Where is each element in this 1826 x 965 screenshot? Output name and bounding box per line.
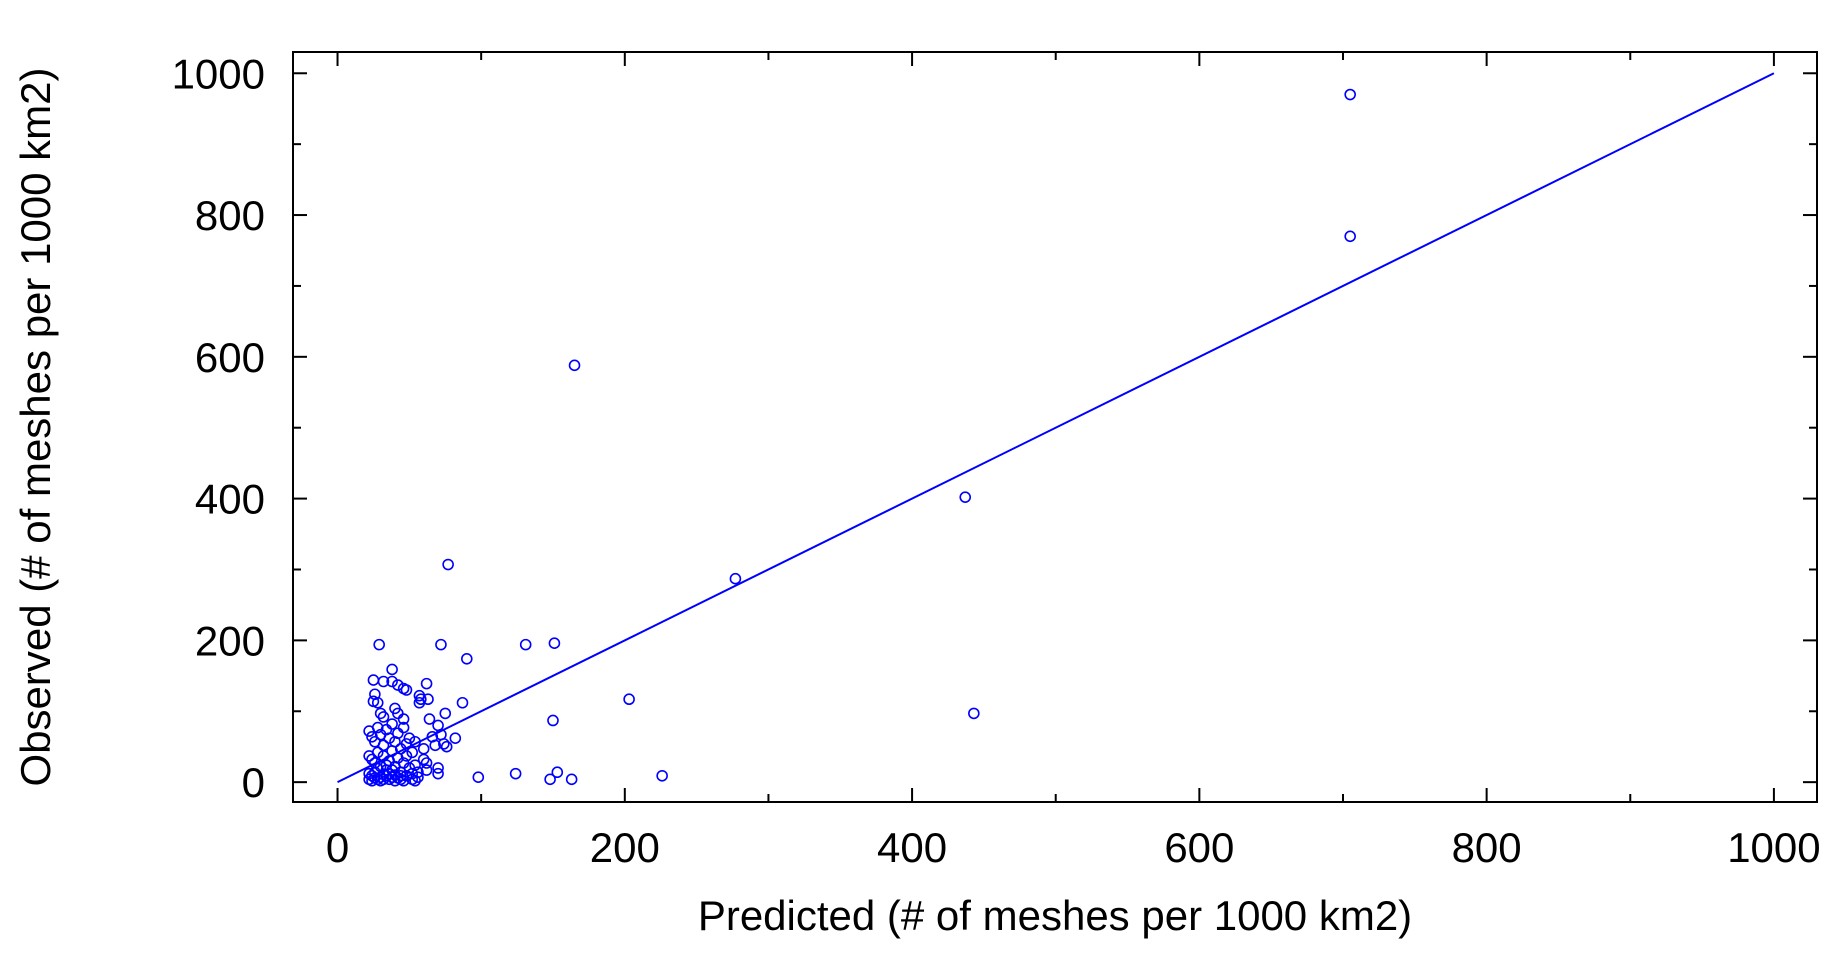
data-point bbox=[729, 572, 742, 585]
data-point bbox=[438, 738, 450, 750]
axis-ticks bbox=[293, 52, 1817, 802]
x-tick-label: 1000 bbox=[1727, 824, 1820, 871]
data-point bbox=[383, 732, 396, 745]
data-point bbox=[456, 696, 469, 709]
data-points bbox=[363, 88, 1356, 787]
x-tick-label: 600 bbox=[1164, 824, 1234, 871]
y-tick-label: 0 bbox=[242, 759, 265, 806]
data-point bbox=[548, 637, 561, 650]
x-tick-label: 0 bbox=[326, 824, 349, 871]
data-point bbox=[373, 638, 385, 651]
data-point bbox=[400, 750, 413, 762]
data-point bbox=[371, 721, 384, 734]
data-point bbox=[366, 769, 378, 782]
y-tick-label: 200 bbox=[195, 617, 265, 664]
data-point bbox=[397, 713, 410, 725]
data-point bbox=[423, 713, 436, 725]
data-point bbox=[422, 693, 434, 706]
data-point bbox=[412, 771, 424, 783]
data-point bbox=[409, 735, 421, 748]
data-point bbox=[449, 732, 462, 745]
data-point bbox=[371, 746, 384, 759]
data-point bbox=[386, 718, 398, 730]
data-point bbox=[551, 766, 564, 779]
data-point bbox=[509, 767, 522, 780]
data-point bbox=[959, 491, 972, 503]
data-point bbox=[544, 773, 556, 786]
data-point bbox=[429, 739, 442, 752]
data-point bbox=[409, 759, 421, 771]
data-point bbox=[565, 773, 578, 786]
data-point bbox=[461, 653, 473, 665]
data-point bbox=[519, 638, 532, 651]
data-point bbox=[417, 743, 430, 755]
data-point bbox=[397, 721, 410, 734]
x-axis-label: Predicted (# of meshes per 1000 km2) bbox=[698, 892, 1412, 939]
data-point bbox=[371, 696, 384, 709]
data-point bbox=[417, 753, 430, 766]
data-point bbox=[623, 693, 635, 706]
y-axis-label: Observed (# of meshes per 1000 km2) bbox=[12, 67, 59, 786]
data-point bbox=[432, 767, 444, 780]
data-point bbox=[472, 771, 485, 783]
x-tick-label: 400 bbox=[877, 824, 947, 871]
data-point bbox=[968, 707, 980, 720]
data-point bbox=[400, 684, 413, 696]
data-point bbox=[1344, 88, 1356, 101]
data-point bbox=[656, 769, 668, 782]
data-point bbox=[366, 753, 378, 766]
data-point bbox=[568, 359, 581, 372]
data-point bbox=[386, 663, 398, 676]
data-point bbox=[420, 677, 433, 690]
x-tick-label: 200 bbox=[590, 824, 660, 871]
data-point bbox=[442, 558, 454, 571]
data-point bbox=[386, 745, 398, 757]
data-point bbox=[367, 674, 380, 686]
data-point bbox=[439, 707, 452, 720]
data-point bbox=[392, 679, 404, 691]
data-point bbox=[412, 766, 424, 779]
y-tick-label: 1000 bbox=[172, 50, 265, 97]
x-tick-label: 800 bbox=[1452, 824, 1522, 871]
data-point bbox=[440, 740, 453, 753]
data-point bbox=[400, 738, 413, 750]
reference-line bbox=[337, 72, 1775, 784]
data-point bbox=[386, 675, 398, 688]
axis-tick-labels: 0 200 400 600 800 1000 0 200 400 600 800 1000 bbox=[172, 50, 1821, 871]
data-point bbox=[386, 771, 398, 783]
y-tick-label: 600 bbox=[195, 334, 265, 381]
data-point bbox=[1344, 230, 1356, 243]
data-point bbox=[420, 757, 433, 769]
data-point bbox=[403, 732, 416, 745]
data-point bbox=[377, 711, 390, 723]
data-point bbox=[432, 762, 444, 774]
y-tick-label: 400 bbox=[195, 476, 265, 523]
data-point bbox=[377, 675, 390, 688]
data-point bbox=[547, 714, 559, 727]
data-point bbox=[374, 707, 387, 720]
data-point bbox=[400, 769, 413, 782]
data-point bbox=[406, 746, 419, 759]
data-point bbox=[420, 764, 433, 776]
y-tick-label: 800 bbox=[195, 192, 265, 239]
data-point bbox=[435, 638, 447, 651]
